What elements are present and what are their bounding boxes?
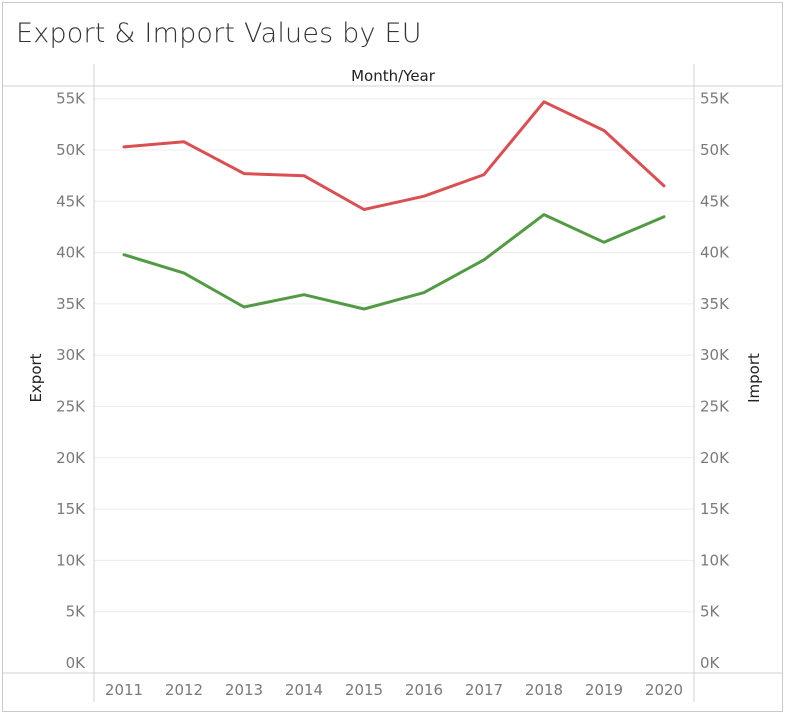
right-tick-label: 5K xyxy=(700,603,721,621)
x-tick-label: 2017 xyxy=(465,681,503,699)
x-tick-label: 2015 xyxy=(345,681,383,699)
right-axis-ticks: 0K 5K 10K 15K 20K 25K 30K 35K 40K 45K 50K 55K xyxy=(700,90,730,672)
right-axis-title: Import xyxy=(745,353,763,403)
left-tick-label: 50K xyxy=(56,141,86,159)
right-tick-label: 45K xyxy=(700,192,730,210)
x-tick-label: 2011 xyxy=(105,681,143,699)
x-tick-label: 2013 xyxy=(225,681,263,699)
chart-title: Export & Import Values by EU xyxy=(16,18,422,49)
series-lines xyxy=(122,100,666,311)
left-tick-label: 55K xyxy=(56,90,86,108)
left-tick-label: 5K xyxy=(66,603,87,621)
right-tick-label: 0K xyxy=(700,654,721,672)
right-tick-label: 20K xyxy=(700,449,730,467)
plot-frame xyxy=(3,64,783,702)
x-tick-label: 2012 xyxy=(165,681,203,699)
x-tick-label: 2016 xyxy=(405,681,443,699)
x-tick-label: 2019 xyxy=(585,681,623,699)
left-tick-label: 30K xyxy=(56,346,86,364)
top-axis-title: Month/Year xyxy=(351,67,436,85)
right-tick-label: 50K xyxy=(700,141,730,159)
right-tick-label: 25K xyxy=(700,398,730,416)
left-tick-label: 35K xyxy=(56,295,86,313)
right-tick-label: 10K xyxy=(700,551,730,569)
x-tick-label: 2020 xyxy=(645,681,683,699)
gridlines xyxy=(94,98,694,613)
right-tick-label: 15K xyxy=(700,500,730,518)
right-tick-label: 40K xyxy=(700,244,730,262)
left-tick-label: 0K xyxy=(66,654,87,672)
import-series-line xyxy=(122,100,666,211)
left-axis-title: Export xyxy=(27,353,45,402)
right-tick-label: 30K xyxy=(700,346,730,364)
left-tick-label: 40K xyxy=(56,244,86,262)
left-tick-label: 20K xyxy=(56,449,86,467)
x-tick-label: 2014 xyxy=(285,681,323,699)
x-tick-label: 2018 xyxy=(525,681,563,699)
left-tick-label: 25K xyxy=(56,398,86,416)
left-tick-label: 45K xyxy=(56,192,86,210)
left-tick-label: 10K xyxy=(56,551,86,569)
export-series-line xyxy=(122,213,666,311)
right-tick-label: 35K xyxy=(700,295,730,313)
right-tick-label: 55K xyxy=(700,90,730,108)
left-tick-label: 15K xyxy=(56,500,86,518)
left-axis-ticks: 0K 5K 10K 15K 20K 25K 30K 35K 40K 45K 50K 55K xyxy=(56,90,86,672)
x-axis-ticks: 2011 2012 2013 2014 2015 2016 2017 2018 2019 2020 xyxy=(105,681,683,699)
